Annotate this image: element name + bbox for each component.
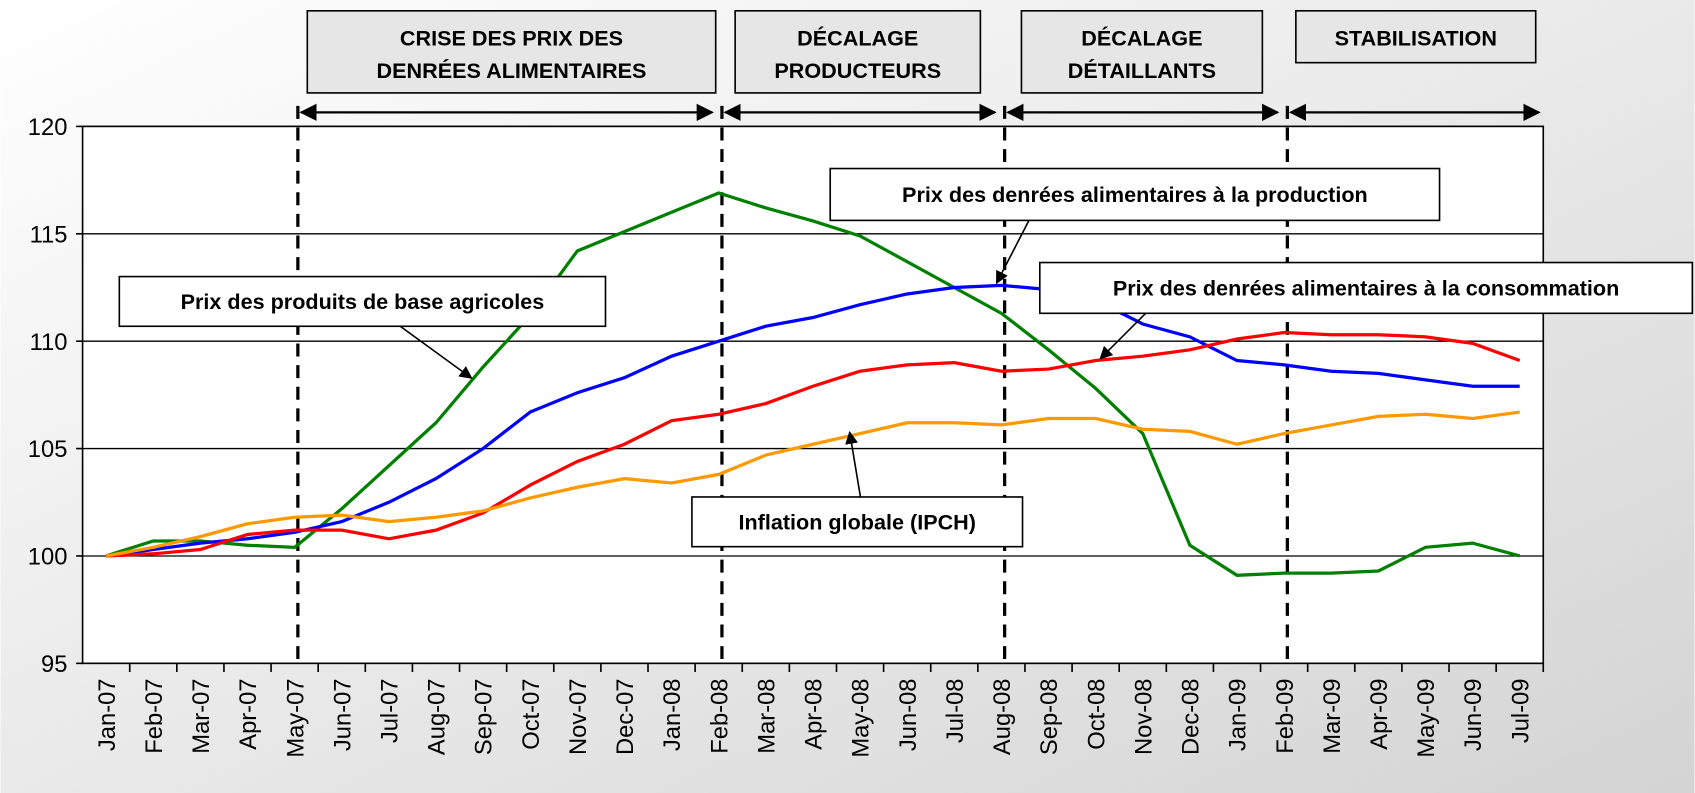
series-line	[105, 283, 1520, 558]
x-tick-label: Apr-09	[1366, 678, 1393, 749]
series-label: Prix des denrées alimentaires à la produ…	[902, 182, 1368, 207]
y-tick-label: 100	[28, 544, 68, 571]
phase-label: DÉTAILLANTS	[1068, 58, 1216, 83]
y-tick-label: 105	[28, 436, 68, 463]
x-tick-label: Oct-08	[1083, 678, 1110, 749]
phase-box	[1020, 9, 1264, 94]
series-label-box	[1038, 261, 1694, 315]
x-tick-label: Feb-08	[706, 678, 733, 753]
x-tick-label: Feb-07	[141, 678, 168, 753]
y-tick-label: 110	[30, 329, 68, 356]
x-tick-label: May-08	[848, 678, 875, 757]
y-tick-label: 115	[30, 221, 68, 248]
x-tick-label: Apr-08	[801, 678, 828, 749]
x-tick-label: Nov-07	[565, 678, 592, 755]
y-tick-label: 95	[41, 651, 67, 678]
series-line	[105, 410, 1520, 558]
x-tick-label: Jan-09	[1225, 678, 1252, 751]
phase-label: PRODUCTEURS	[774, 58, 941, 83]
phase-label: DÉCALAGE	[1081, 25, 1202, 50]
phase-label: DÉCALAGE	[797, 25, 918, 50]
x-tick-label: Sep-07	[471, 678, 498, 755]
series-label-box	[118, 275, 607, 328]
x-tick-label: Nov-08	[1130, 678, 1157, 755]
y-tick-label: 120	[28, 114, 68, 141]
x-tick-label: Mar-09	[1319, 678, 1346, 753]
label-arrow	[1099, 312, 1147, 360]
phase-box	[1295, 9, 1537, 64]
x-tick-label: Aug-08	[989, 678, 1016, 755]
x-tick-label: Jun-09	[1460, 678, 1487, 751]
x-tick-label: Jun-08	[895, 678, 922, 751]
phase-box	[734, 9, 982, 94]
label-arrow	[845, 430, 862, 498]
phase-label: STABILISATION	[1335, 25, 1497, 50]
x-tick-label: Jan-07	[94, 678, 121, 751]
series-label: Prix des denrées alimentaires à la conso…	[1113, 275, 1619, 300]
series-line	[105, 191, 1521, 577]
x-tick-label: May-07	[282, 678, 309, 757]
series-label-box	[691, 496, 1024, 548]
series-label: Prix des produits de base agricoles	[181, 289, 545, 314]
series-label-box	[829, 167, 1441, 222]
x-tick-label: Mar-08	[753, 678, 780, 753]
phase-label: DENRÉES ALIMENTAIRES	[377, 58, 647, 83]
label-arrow	[995, 220, 1030, 285]
x-tick-label: Feb-09	[1272, 678, 1299, 753]
x-tick-label: Dec-07	[612, 678, 639, 755]
phase-box	[306, 9, 717, 94]
x-tick-label: Jul-08	[942, 678, 969, 743]
x-tick-label: Aug-07	[424, 678, 451, 755]
x-tick-label: Jan-08	[659, 678, 686, 751]
series-line	[106, 330, 1521, 558]
x-tick-label: Mar-07	[188, 678, 215, 753]
x-tick-label: Oct-07	[518, 678, 545, 749]
x-tick-label: Jul-07	[377, 678, 404, 743]
x-tick-label: Sep-08	[1036, 678, 1063, 755]
x-tick-label: Jun-07	[329, 678, 356, 751]
x-tick-label: Jul-09	[1507, 678, 1534, 743]
series-label: Inflation globale (IPCH)	[738, 509, 976, 534]
phase-label: CRISE DES PRIX DES	[400, 25, 623, 50]
x-tick-label: Apr-07	[235, 678, 262, 749]
x-tick-label: May-09	[1413, 678, 1440, 757]
x-tick-label: Dec-08	[1178, 678, 1205, 755]
label-arrow	[399, 325, 473, 379]
